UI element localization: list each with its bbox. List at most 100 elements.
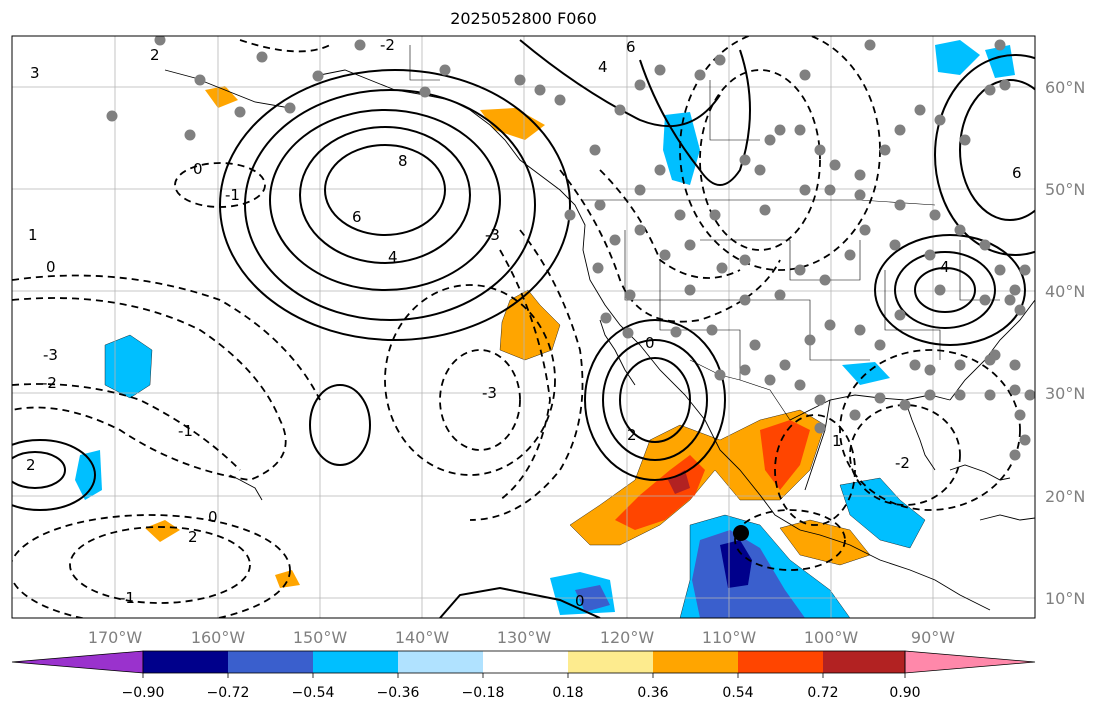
contour-label: 0 [46, 258, 56, 276]
station-marker [794, 124, 806, 136]
fill-royalblue-tropics-2 [575, 585, 610, 612]
political-borders [409, 45, 1000, 421]
station-marker [934, 114, 946, 126]
lon-label: 150°W [293, 628, 348, 647]
station-marker [924, 364, 936, 376]
contour-label: 1 [832, 432, 842, 450]
fill-navy-tropics [720, 540, 752, 588]
station-marker [1014, 409, 1026, 421]
station-marker [899, 399, 911, 411]
station-marker [934, 284, 946, 296]
lon-label: 90°W [911, 628, 955, 647]
colorbar-segment [653, 651, 738, 673]
contour-label: 0 [575, 592, 585, 610]
contour-label: -2 [42, 374, 57, 392]
station-marker [749, 339, 761, 351]
colorbar-min-extension [11, 650, 144, 674]
station-marker [894, 309, 906, 321]
station-marker [984, 84, 996, 96]
contour-label: 2 [150, 46, 160, 64]
station-marker [184, 129, 196, 141]
colorbar-segment [483, 651, 568, 673]
colorbar-ticks [142, 673, 906, 678]
station-marker [914, 104, 926, 116]
station-marker [924, 249, 936, 261]
contour-label: -2 [895, 454, 910, 472]
contour-label: 4 [940, 258, 950, 276]
colorbar-frame [142, 650, 906, 674]
colorbar-segment [823, 651, 905, 673]
station-marker [694, 69, 706, 81]
station-marker [774, 124, 786, 136]
station-marker [674, 209, 686, 221]
map-plot-area: 2 -2 3 0 -1 1 8 6 4 -3 -3 0 2 4 6 6 -1 2… [12, 36, 1035, 618]
colorbar-tick-label: 0.72 [807, 685, 838, 701]
colorbar-tick-label: 0.18 [552, 685, 583, 701]
lat-label: 20°N [1045, 487, 1085, 506]
station-marker [739, 364, 751, 376]
station-marker [794, 379, 806, 391]
station-marker [844, 249, 856, 261]
station-marker [894, 199, 906, 211]
colorbar-segment [143, 651, 228, 673]
fill-cyan-caribbean [839, 477, 926, 549]
station-marker [234, 106, 246, 118]
station-marker [814, 144, 826, 156]
station-marker [889, 239, 901, 251]
station-marker [924, 389, 936, 401]
station-marker [814, 394, 826, 406]
station-marker [684, 239, 696, 251]
colorbar-segment [738, 651, 823, 673]
station-marker [622, 327, 634, 339]
station-marker [154, 36, 166, 46]
colorbar-tick-label: 0.36 [637, 685, 668, 701]
station-marker [764, 134, 776, 146]
station-marker [419, 86, 431, 98]
map-title: 2025052800 F060 [450, 9, 597, 28]
station-marker [854, 189, 866, 201]
colorbar-tick-label: 0.54 [722, 685, 753, 701]
fill-cyan-small-1 [75, 450, 102, 500]
station-marker [854, 324, 866, 336]
station-marker [284, 102, 296, 114]
station-markers [106, 36, 1035, 461]
contour-label: 0 [193, 160, 203, 178]
station-marker [594, 199, 606, 211]
station-marker [1009, 384, 1021, 396]
station-marker [859, 224, 871, 236]
station-marker [779, 359, 791, 371]
colorbar-segment [398, 651, 483, 673]
station-marker [814, 422, 826, 434]
station-marker [829, 159, 841, 171]
colorbar-segment [228, 651, 313, 673]
station-marker [874, 339, 886, 351]
contour-labels: 2 -2 3 0 -1 1 8 6 4 -3 -3 0 2 4 6 6 -1 2… [26, 36, 1022, 610]
station-marker [764, 374, 776, 386]
contour-label: 3 [30, 64, 40, 82]
station-marker [600, 312, 612, 324]
lat-label: 60°N [1045, 78, 1085, 97]
station-marker [634, 79, 646, 91]
fill-orange-alaska [480, 108, 545, 140]
station-marker [999, 79, 1011, 91]
station-marker [824, 319, 836, 331]
station-marker [439, 64, 451, 76]
colorbar-tick-label: 0.90 [889, 685, 920, 701]
fill-darkred-mexico [668, 470, 690, 494]
station-marker [759, 204, 771, 216]
lat-label: 30°N [1045, 384, 1085, 403]
lon-label: 120°W [600, 628, 655, 647]
coastlines [164, 69, 1035, 611]
station-marker [654, 164, 666, 176]
lon-label: 110°W [702, 628, 757, 647]
station-marker [799, 69, 811, 81]
contour-label: -3 [485, 226, 500, 244]
station-marker [794, 264, 806, 276]
fill-redorange-mexico-2 [760, 420, 810, 490]
station-marker [714, 369, 726, 381]
station-marker [979, 294, 991, 306]
station-marker [1009, 449, 1021, 461]
station-marker [824, 184, 836, 196]
colorbar-tick-label: −0.18 [462, 685, 505, 701]
